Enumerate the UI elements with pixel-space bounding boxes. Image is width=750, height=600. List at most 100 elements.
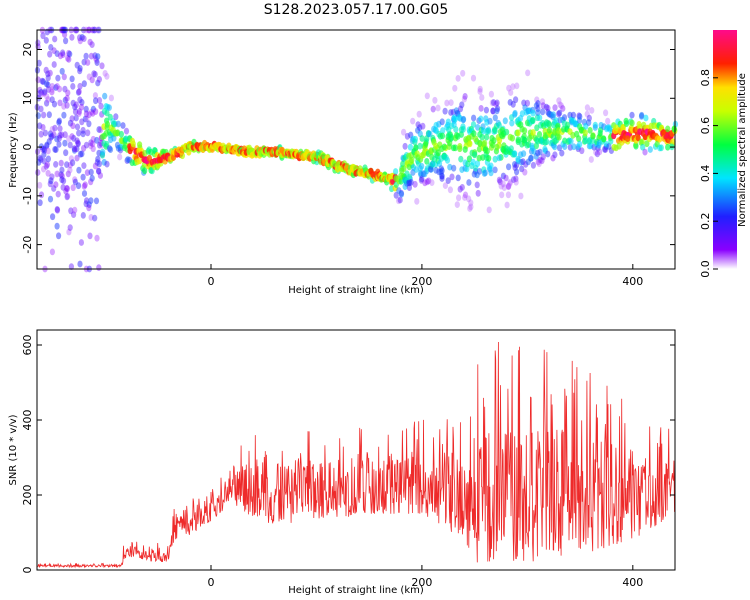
- spectrogram-dot: [608, 137, 614, 145]
- spectrogram-dot: [485, 127, 492, 135]
- spectrogram-dot: [42, 129, 49, 137]
- spectrogram-dot: [537, 114, 543, 122]
- spectrogram-dot: [88, 214, 94, 221]
- spectrogram-ticks: 0 200 400 -20 -10 0 10 20: [21, 43, 675, 288]
- spectrogram-dot: [402, 142, 408, 150]
- spectrogram-dot: [98, 102, 104, 110]
- spectrogram-dot: [84, 169, 90, 177]
- spectrogram-dot: [497, 178, 503, 186]
- spectrogram-dot: [96, 167, 102, 175]
- spectrogram-dot: [506, 182, 512, 190]
- spectrogram-dot: [513, 175, 519, 183]
- spectrogram-dot: [54, 206, 60, 213]
- spectrogram-dot: [433, 167, 439, 174]
- spectrogram-dot: [44, 161, 51, 169]
- spectrogram-dot: [90, 140, 96, 148]
- y-tick-label: 600: [21, 335, 34, 356]
- x-tick-label: 400: [622, 275, 643, 288]
- spectrogram-dot: [460, 69, 466, 77]
- spectrogram-dot: [466, 179, 472, 186]
- spectrogram-dot: [484, 133, 490, 141]
- spectrogram-dot: [79, 34, 85, 41]
- spectrogram-dot: [518, 158, 524, 166]
- spectrogram-dot: [445, 118, 451, 126]
- spectrogram-dot: [70, 122, 76, 130]
- spectrogram-dot: [36, 59, 42, 67]
- spectrogram-dot: [417, 142, 423, 150]
- spectrogram-dot: [537, 148, 543, 156]
- spectrogram-dot: [413, 144, 419, 152]
- snr-y-label: SNR (10 * v/v): [8, 414, 19, 485]
- spectrogram-dot: [40, 124, 46, 131]
- spectrogram-dot: [565, 121, 571, 129]
- spectrogram-dot: [596, 141, 602, 149]
- spectrogram-dot: [496, 154, 502, 162]
- spectrogram-dot: [588, 142, 594, 150]
- spectrogram-dot: [137, 141, 143, 149]
- spectrogram-dot: [48, 177, 54, 185]
- spectrogram-dot: [471, 130, 477, 138]
- spectrogram-dot: [435, 149, 441, 157]
- spectrogram-dot: [462, 146, 468, 153]
- x-tick-label: 0: [208, 576, 215, 589]
- spectrogram-dot: [96, 126, 102, 133]
- spectrogram-frame: [36, 29, 676, 270]
- spectrogram-dot: [61, 102, 67, 110]
- spectrogram-dot: [104, 109, 110, 117]
- spectrogram-dot: [535, 158, 541, 166]
- spectrogram-dot: [560, 105, 566, 112]
- spectrogram-dot: [77, 96, 83, 104]
- y-tick-label: 10: [21, 91, 34, 105]
- spectrogram-dot: [510, 176, 517, 184]
- spectrogram-dot: [57, 131, 63, 139]
- x-tick-label: 200: [411, 275, 432, 288]
- spectrogram-dot: [96, 264, 102, 271]
- spectrogram-dot: [587, 126, 593, 134]
- spectrogram-dot: [404, 132, 410, 140]
- spectrogram-dot: [80, 126, 86, 134]
- y-tick-label: -20: [21, 236, 34, 254]
- spectrogram-dot: [552, 104, 558, 111]
- spectrogram-dot: [69, 75, 75, 83]
- spectrogram-dot: [543, 103, 550, 111]
- spectrogram-dot: [665, 125, 671, 133]
- spectrogram-dot: [95, 53, 101, 60]
- spectrogram-dot: [81, 80, 87, 88]
- spectrogram-dot: [539, 157, 545, 165]
- spectrogram-dot: [665, 143, 671, 151]
- spectrogram-dot: [509, 134, 515, 142]
- colorbar-tick-label: 0.8: [699, 69, 712, 87]
- spectrogram-dot: [460, 116, 466, 124]
- spectrogram-dot: [522, 168, 528, 176]
- spectrogram-dot: [64, 185, 70, 192]
- spectrogram-dot: [424, 158, 430, 165]
- spectrogram-dot: [84, 115, 90, 123]
- spectrogram-dot: [582, 129, 588, 137]
- spectrogram-dot: [537, 156, 543, 164]
- spectrogram-dot: [452, 84, 458, 92]
- spectrogram-dot: [492, 166, 498, 174]
- spectrogram-dot: [605, 117, 611, 125]
- spectrogram-dot: [477, 88, 483, 95]
- spectrogram-dot: [515, 129, 521, 137]
- spectrogram-dot: [435, 104, 441, 112]
- spectrogram-dot: [447, 186, 453, 194]
- spectrogram-dot: [419, 135, 425, 142]
- spectrogram-dot: [72, 103, 78, 111]
- spectrogram-dot: [92, 71, 98, 78]
- spectrogram-dot: [56, 232, 62, 240]
- spectrogram-dot: [64, 94, 70, 102]
- spectrogram-dot: [603, 109, 609, 117]
- spectrogram-dot: [501, 184, 507, 192]
- spectrogram-dot: [482, 139, 488, 147]
- spectrogram-dot: [438, 165, 444, 173]
- spectrogram-dot: [88, 142, 94, 150]
- spectrogram-dot: [73, 101, 79, 109]
- spectrogram-dot: [72, 145, 78, 153]
- spectrogram-dot: [77, 82, 83, 90]
- spectrogram-dot: [63, 37, 69, 45]
- spectrogram-dot: [520, 158, 526, 166]
- spectrogram-dot: [69, 115, 75, 122]
- colorbar-tick-label: 0.6: [699, 117, 712, 135]
- spectrogram-dot: [638, 112, 645, 120]
